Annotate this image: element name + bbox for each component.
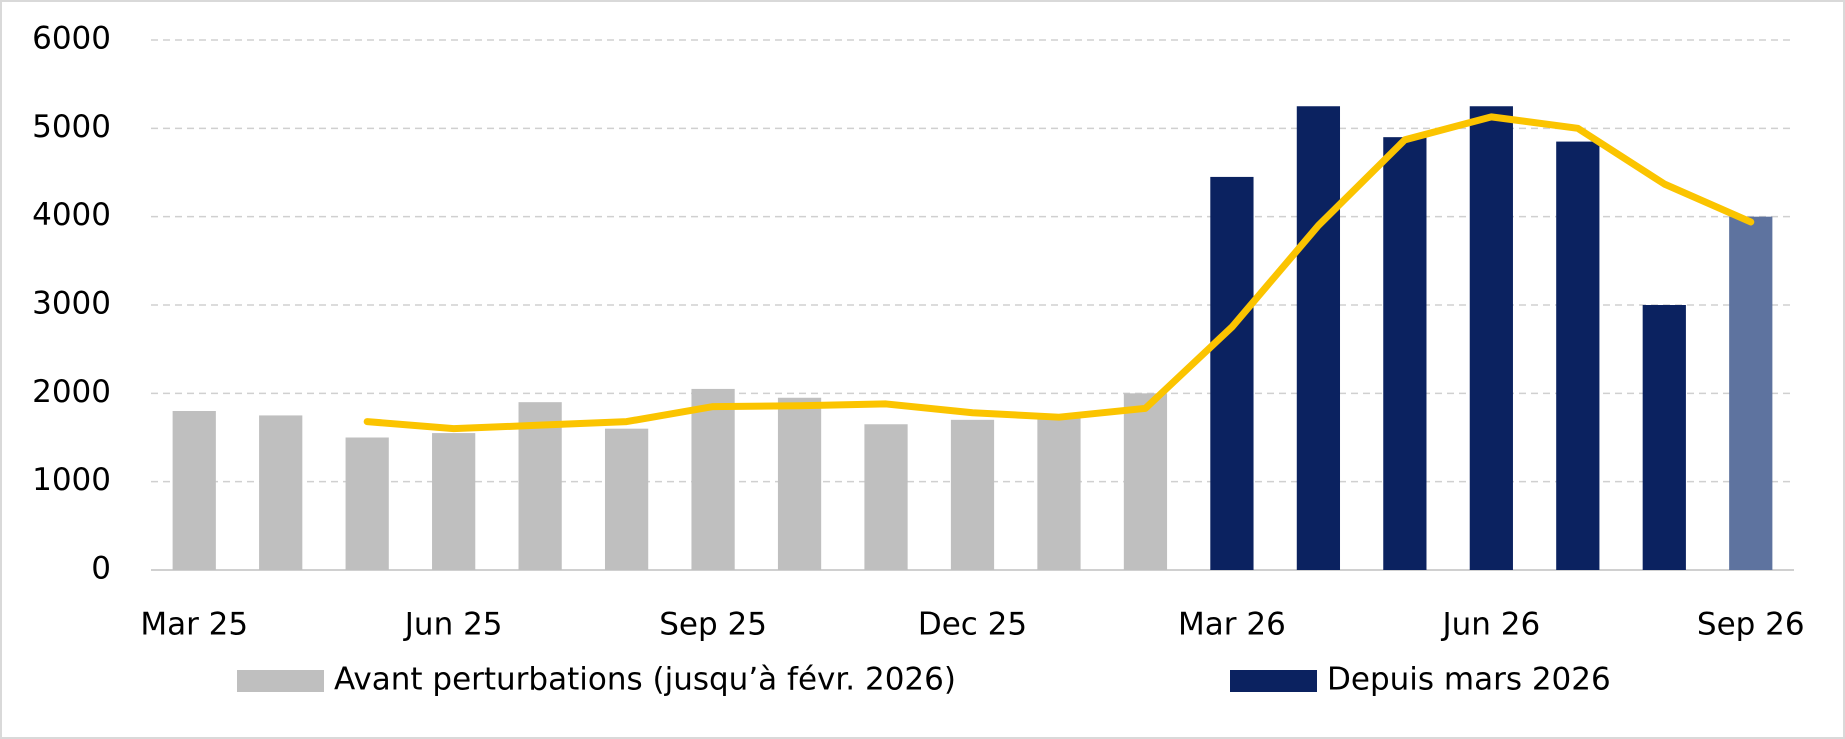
bar — [172, 411, 216, 570]
bar — [864, 424, 908, 570]
y-tick-label: 3000 — [32, 286, 111, 322]
bar — [1642, 305, 1686, 570]
bar — [1469, 106, 1513, 570]
bar — [1383, 137, 1427, 570]
y-tick-label: 2000 — [32, 374, 111, 410]
x-tick-label: Mar 25 — [140, 607, 248, 643]
bar — [1729, 216, 1773, 570]
legend-swatch — [1230, 670, 1317, 692]
bar — [604, 428, 649, 570]
bar — [518, 402, 562, 570]
bar — [1210, 176, 1254, 570]
x-tick-label: Dec 25 — [918, 607, 1027, 643]
y-tick-label: 4000 — [32, 197, 111, 233]
bar — [345, 437, 389, 570]
legend-swatch — [237, 670, 324, 692]
x-tick-label: Jun 25 — [403, 607, 503, 643]
bar — [1296, 106, 1341, 570]
bar — [691, 388, 735, 570]
y-tick-label: 1000 — [32, 462, 111, 498]
bar — [1556, 141, 1600, 571]
x-tick-label: Mar 26 — [1178, 607, 1286, 643]
y-tick-label: 0 — [91, 551, 111, 587]
y-tick-label: 5000 — [32, 109, 111, 145]
x-tick-label: Jun 26 — [1440, 607, 1540, 643]
x-tick-label: Sep 26 — [1697, 607, 1805, 643]
bar — [1123, 393, 1168, 570]
legend-label: Depuis mars 2026 — [1327, 662, 1611, 698]
bar — [259, 415, 303, 570]
line — [363, 113, 1755, 433]
bar — [950, 419, 995, 570]
bar — [1037, 415, 1081, 570]
y-tick-label: 6000 — [32, 21, 111, 57]
bar — [777, 397, 822, 570]
bar — [432, 433, 476, 570]
legend-label: Avant perturbations (jusqu’à févr. 2026) — [334, 662, 956, 698]
x-tick-label: Sep 25 — [659, 607, 767, 643]
